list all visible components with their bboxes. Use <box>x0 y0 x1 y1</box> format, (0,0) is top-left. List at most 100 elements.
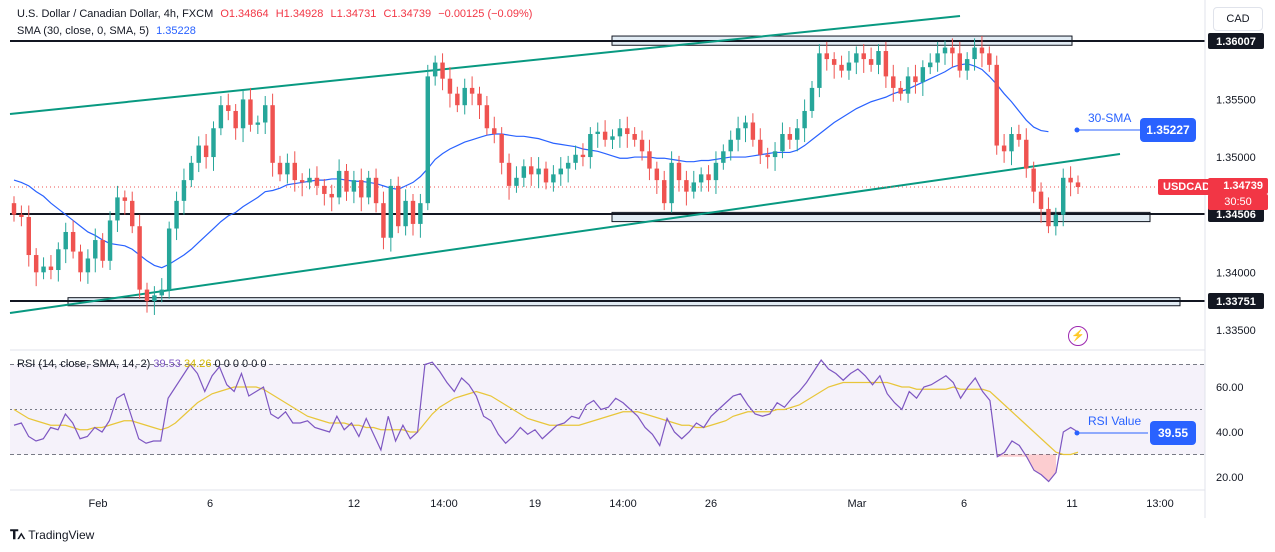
candle-body <box>11 203 17 215</box>
candle-body <box>565 162 571 169</box>
candle-body <box>1053 214 1059 227</box>
countdown-tag: 30:50 <box>1208 194 1268 210</box>
candle-body <box>403 200 408 227</box>
level-tag-label: 1.33751 <box>1216 296 1256 308</box>
horizontal-levels: 1.36007 1.34506 1.33751 <box>10 33 1264 310</box>
currency-button[interactable]: CAD <box>1213 7 1263 31</box>
channel-upper-line <box>9 15 961 115</box>
candle-body <box>351 180 357 192</box>
rsi-label[interactable]: RSI (14, close, SMA, 14, 2) <box>17 358 151 370</box>
candle-body <box>189 162 194 181</box>
rsi-tick-label: 40.00 <box>1216 427 1244 439</box>
candle-body <box>964 59 970 71</box>
time-tick-label: Feb <box>89 498 108 510</box>
candle-body <box>336 170 342 198</box>
price-axis: 1.33500 1.34000 1.35000 1.35500 <box>1216 94 1256 337</box>
candle-body <box>233 110 238 129</box>
candle-body <box>846 62 852 71</box>
candle-body <box>551 174 556 183</box>
time-tick-label: 6 <box>961 498 967 510</box>
candle-body <box>795 128 800 140</box>
candle-body <box>115 197 120 221</box>
candle-body <box>373 177 379 204</box>
candle-body <box>78 251 83 273</box>
candle-body <box>314 177 320 186</box>
rsi-zero-values: 0 0 0 0 0 0 <box>214 358 267 370</box>
candle-body <box>743 122 748 129</box>
candle-body <box>425 76 430 204</box>
symbol-tag: USDCAD <box>1158 179 1216 195</box>
candle-body <box>166 228 172 290</box>
candle-body <box>1031 168 1036 192</box>
time-tick-label: 19 <box>529 498 541 510</box>
ohlc-open: O1.34864 <box>220 8 269 20</box>
candle-body <box>366 177 371 198</box>
candle-body <box>868 59 874 65</box>
candle-body <box>706 174 711 181</box>
candle-body <box>85 258 91 273</box>
candle-body <box>130 200 135 227</box>
candle-body <box>957 53 962 71</box>
candle-body <box>440 62 445 79</box>
candle-body <box>529 166 534 175</box>
rsi-ma-header-value: 34.26 <box>183 358 212 370</box>
candle-body <box>713 162 719 181</box>
candle-body <box>521 166 527 178</box>
sma-label[interactable]: SMA (30, close, 0, SMA, 5) <box>17 25 150 37</box>
candle-body <box>152 295 157 302</box>
candle-body <box>137 226 142 290</box>
rsi-line <box>13 358 1079 483</box>
candle-body <box>107 220 113 261</box>
candle-body <box>625 128 630 135</box>
candle-body <box>381 203 386 238</box>
candle-body <box>735 128 741 140</box>
level-tag-label: 1.36007 <box>1216 36 1256 48</box>
candle-body <box>1024 139 1029 169</box>
candle-body <box>1046 208 1051 227</box>
candle-body <box>891 76 896 88</box>
candle-body <box>573 154 578 163</box>
candle-body <box>662 180 667 204</box>
price-tick-label: 1.34000 <box>1216 267 1256 279</box>
candle-body <box>396 185 401 227</box>
candle-body <box>240 99 246 129</box>
level-tag-label: 1.34506 <box>1216 209 1256 221</box>
level-tag <box>1208 206 1264 222</box>
rsi-oversold-fill <box>997 454 1056 482</box>
candle-body <box>70 231 76 252</box>
candle-body <box>1075 182 1081 188</box>
candle-body <box>905 76 911 94</box>
candle-body <box>750 122 756 140</box>
sma-header: SMA (30, close, 0, SMA, 5) 1.35228 <box>17 25 200 37</box>
candle-body <box>248 99 253 125</box>
candle-body <box>543 168 549 183</box>
rsi-pane: 20.00 40.00 60.00 <box>10 349 1244 484</box>
candle-body <box>950 47 955 54</box>
ascending-channel <box>9 15 1121 314</box>
symbol-title[interactable]: U.S. Dollar / Canadian Dollar, 4h, FXCM <box>17 8 214 20</box>
candle-body <box>1001 145 1007 152</box>
candle-body <box>462 87 467 106</box>
candle-body <box>839 64 844 71</box>
candle-body <box>418 203 423 224</box>
candle-body <box>218 105 224 129</box>
candle-body <box>100 240 105 261</box>
candle-body <box>477 93 482 106</box>
candle-body <box>831 59 837 65</box>
sma-note: 30-SMA <box>1088 111 1132 125</box>
sma-path <box>13 63 1049 269</box>
candle-body <box>728 139 733 152</box>
candle-body <box>432 62 438 77</box>
rsi-tick-label: 60.00 <box>1216 382 1244 394</box>
flash-icon[interactable]: ⚡ <box>1068 326 1088 346</box>
price-tick-label: 1.35500 <box>1216 94 1256 106</box>
candle-body <box>684 180 689 192</box>
candle-body <box>455 93 460 106</box>
sma-line <box>13 63 1049 269</box>
time-tick-label: 26 <box>705 498 717 510</box>
candle-body <box>19 214 24 217</box>
footer-brand: 𝐓∧ TradingView <box>10 527 94 543</box>
sma-header-value: 1.35228 <box>156 25 196 37</box>
rsi-header: RSI (14, close, SMA, 14, 2) 39.53 34.26 … <box>17 358 267 370</box>
candle-body <box>181 180 187 201</box>
